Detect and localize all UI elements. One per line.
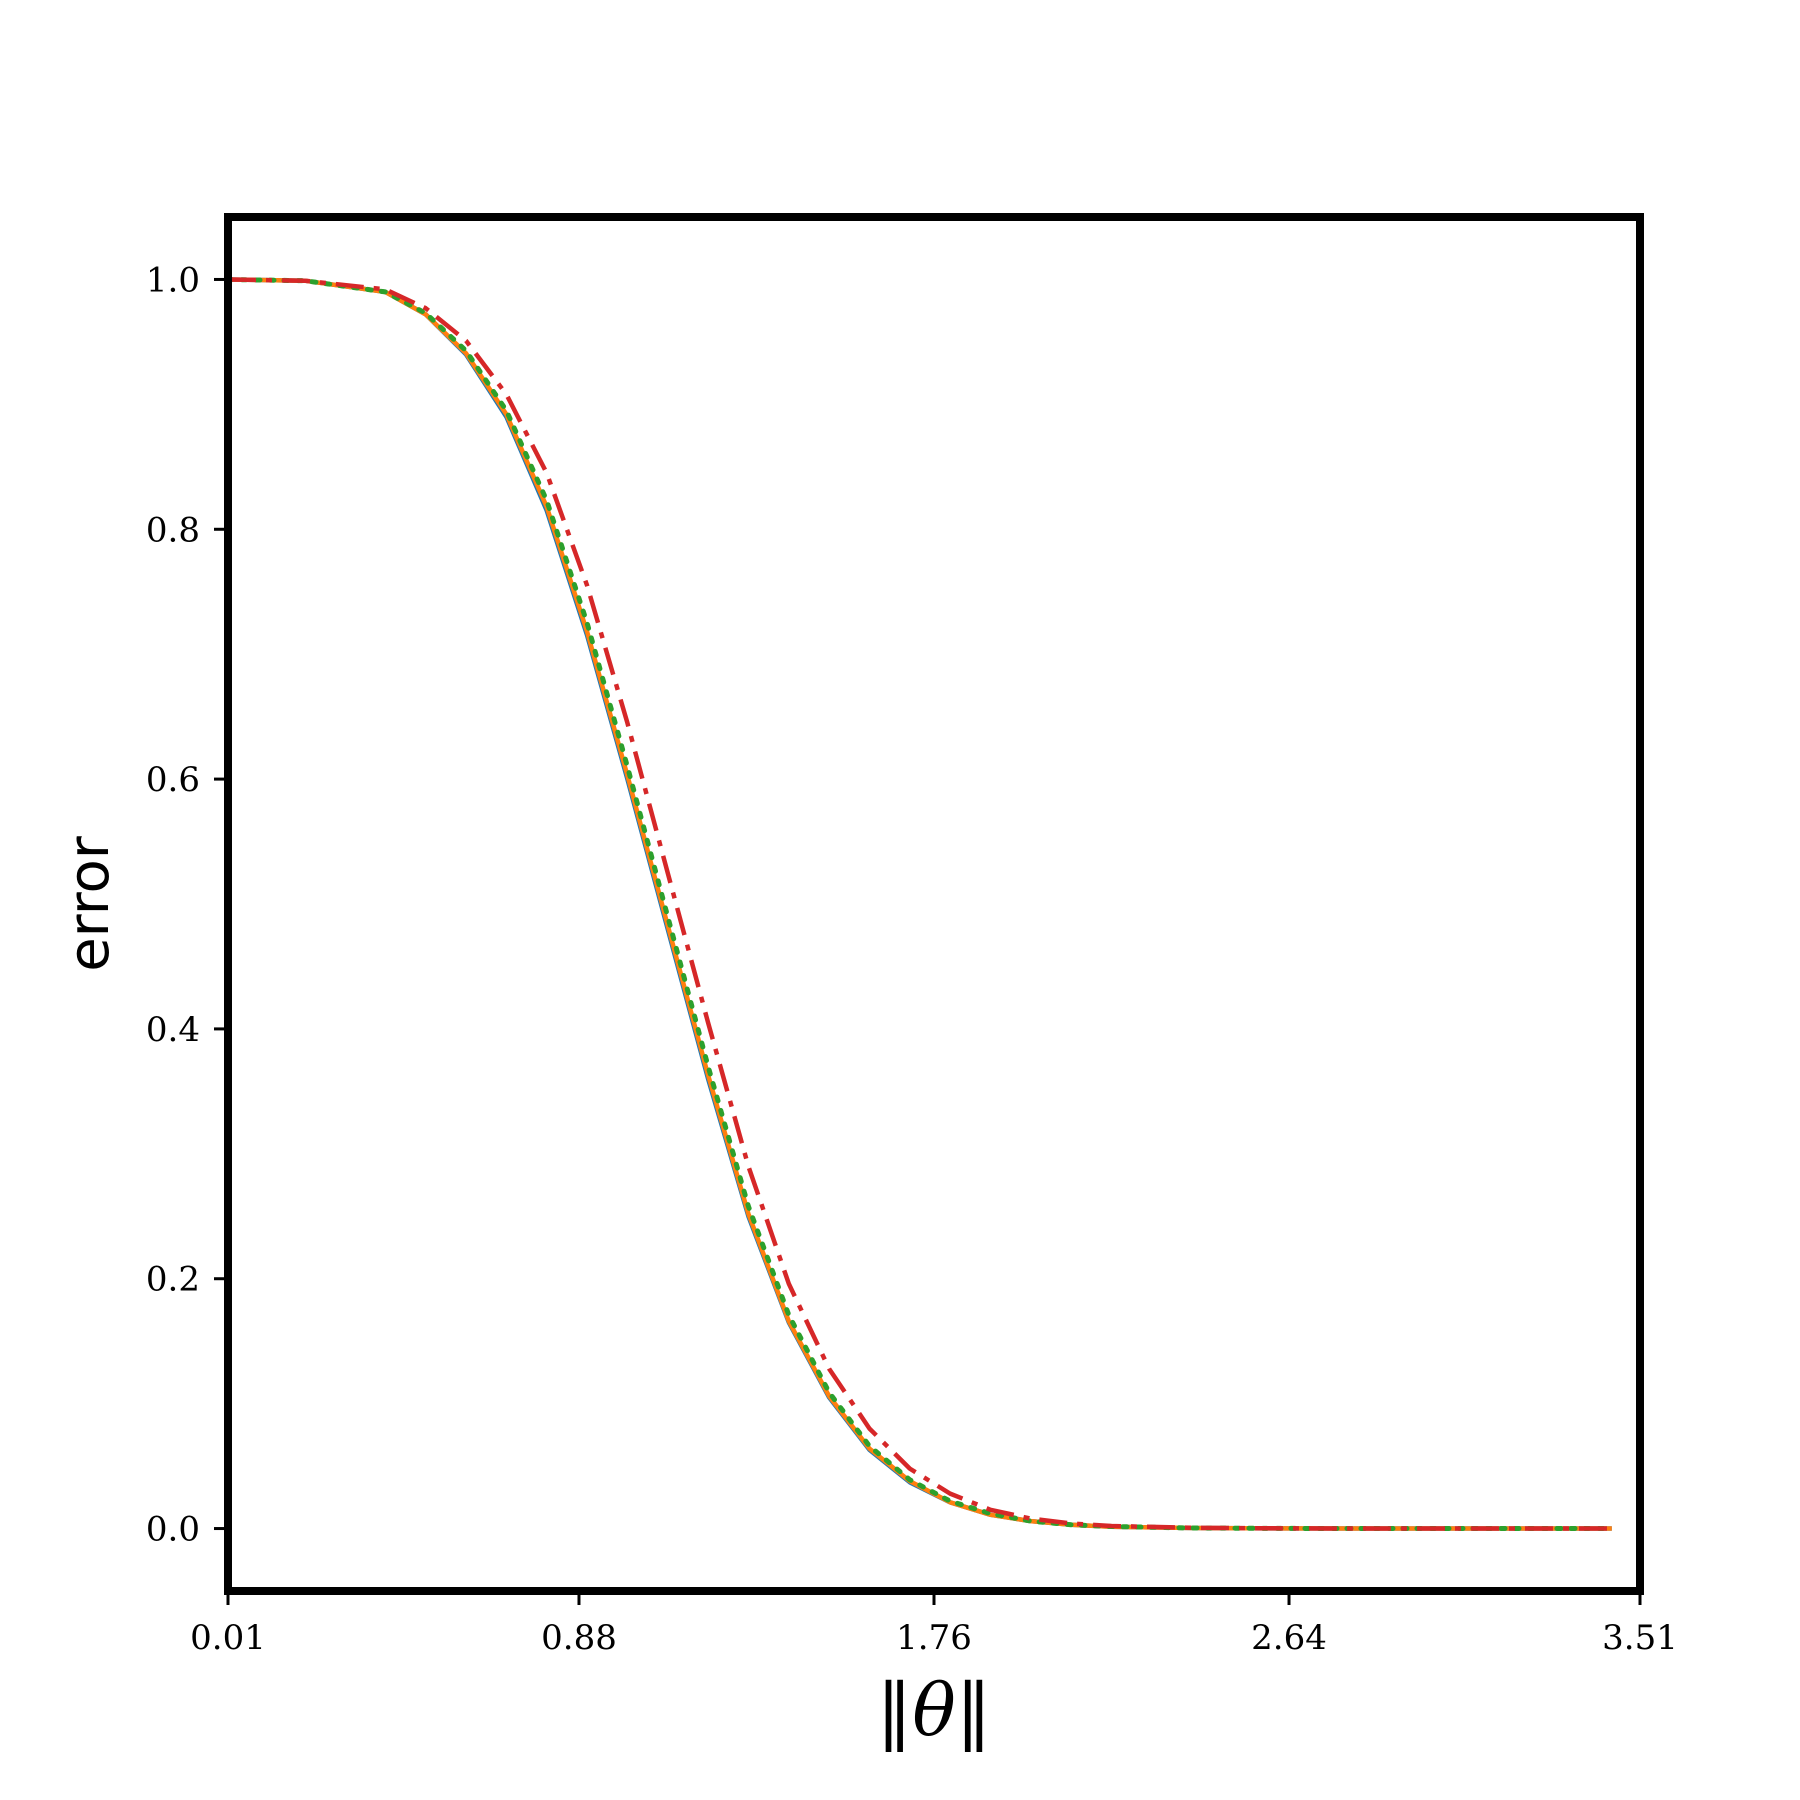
axis-ticks: 0.0 0.2 0.4 0.6 0.8 1.0 0.01 0.88 1.76 2.64 3.51 xyxy=(146,260,1678,1658)
y-tick-label: 0.4 xyxy=(146,1010,200,1050)
y-tick-label: 1.0 xyxy=(146,260,200,300)
y-tick-label: 0.0 xyxy=(146,1510,200,1550)
series-lines xyxy=(225,277,1615,1531)
series-line-4 xyxy=(227,277,1612,1531)
y-tick-label: 0.2 xyxy=(146,1260,200,1300)
x-tick-label: 1.76 xyxy=(896,1618,972,1658)
series-line-3 xyxy=(225,277,1615,1531)
plot-frame xyxy=(224,213,1644,1595)
x-axis-label: ‖θ‖ xyxy=(876,1668,991,1752)
y-tick-label: 0.8 xyxy=(146,510,200,550)
series-line-1 xyxy=(227,277,1612,1531)
y-tick-label: 0.6 xyxy=(146,760,200,800)
y-axis-label: error xyxy=(57,835,122,972)
x-tick-label: 0.01 xyxy=(190,1618,266,1658)
x-tick-label: 2.64 xyxy=(1251,1618,1327,1658)
x-tick-label: 0.88 xyxy=(541,1618,617,1658)
x-tick-label: 3.51 xyxy=(1602,1618,1678,1658)
series-line-2 xyxy=(227,277,1612,1531)
